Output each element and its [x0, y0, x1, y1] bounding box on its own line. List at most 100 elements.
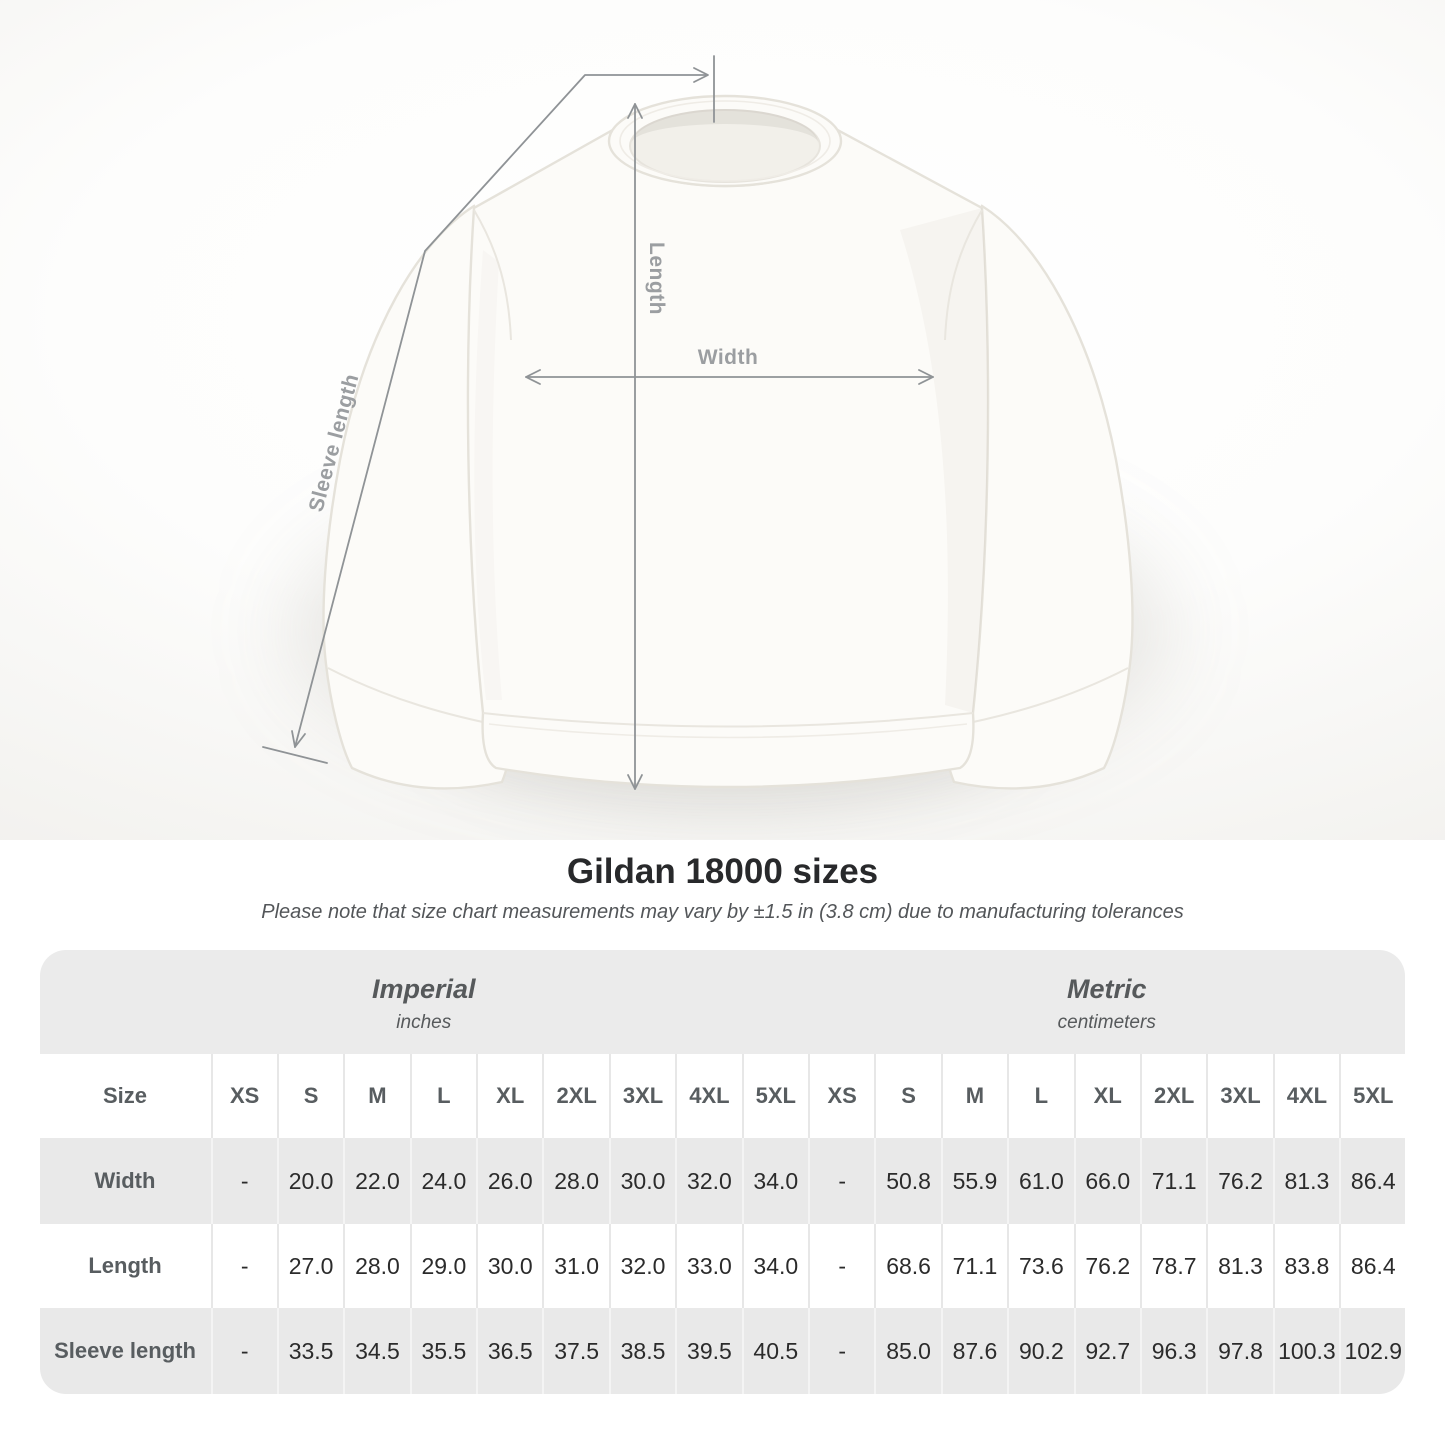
size-col-header: 5XL	[1339, 1054, 1406, 1139]
size-col-header: S	[276, 1054, 344, 1139]
size-value-cell: 38.5	[608, 1308, 676, 1395]
size-value-cell: 27.0	[276, 1224, 344, 1309]
size-value-cell: 97.8	[1206, 1308, 1273, 1395]
size-value-cell: -	[807, 1138, 875, 1225]
imperial-unit: inches	[396, 1012, 452, 1034]
sleeve-length-arrow-cuff	[291, 730, 306, 748]
size-table: Imperial inches Metric centimeters Size …	[39, 950, 1406, 1395]
page-title: Gildan 18000 sizes	[566, 852, 879, 891]
size-value-cell: 102.9	[1339, 1308, 1406, 1395]
size-value-cell: 34.0	[741, 1138, 808, 1225]
hem-seam	[482, 712, 974, 728]
cuff-end-tick	[262, 746, 328, 764]
imperial-group-header: Imperial inches	[39, 950, 808, 1055]
size-value-cell: 86.4	[1339, 1224, 1406, 1309]
right-armhole-seam	[944, 209, 983, 341]
size-value-cell: 28.0	[343, 1224, 410, 1309]
row-label-width: Width	[39, 1138, 211, 1225]
size-col-header: 2XL	[1139, 1054, 1207, 1139]
size-value-cell: 87.6	[940, 1308, 1008, 1395]
length-arrow-top	[627, 103, 643, 119]
size-col-header: 3XL	[608, 1054, 676, 1139]
size-col-header: M	[940, 1054, 1008, 1139]
size-col-header: 5XL	[741, 1054, 808, 1139]
size-value-cell: 35.5	[409, 1308, 477, 1395]
size-value-cell: 20.0	[276, 1138, 344, 1225]
width-arrow-left	[525, 369, 541, 385]
size-col-header: L	[409, 1054, 477, 1139]
row-label-length: Length	[39, 1224, 211, 1309]
width-label: Width	[698, 346, 759, 369]
size-value-cell: 61.0	[1007, 1138, 1074, 1225]
size-value-cell: 30.0	[476, 1224, 543, 1309]
size-value-cell: 39.5	[675, 1308, 742, 1395]
size-value-cell: 86.4	[1339, 1138, 1406, 1225]
neck-inner-shadow	[632, 109, 818, 143]
size-col-header: 3XL	[1206, 1054, 1273, 1139]
product-measurement-diagram: Length Width Sleeve length	[0, 0, 1445, 840]
hem-topstitch	[488, 723, 968, 739]
size-value-cell: 96.3	[1139, 1308, 1207, 1395]
size-value-cell: 34.5	[343, 1308, 410, 1395]
size-value-cell: -	[210, 1138, 277, 1225]
size-col-header: XS	[807, 1054, 875, 1139]
imperial-label: Imperial	[371, 974, 476, 1005]
size-value-cell: 24.0	[409, 1138, 477, 1225]
size-value-cell: 30.0	[608, 1138, 676, 1225]
sweatshirt-diagram-svg: Length Width Sleeve length	[262, 55, 1134, 790]
size-value-cell: -	[807, 1308, 875, 1395]
size-col-header: XS	[210, 1054, 277, 1139]
size-value-cell: 28.0	[542, 1138, 609, 1225]
measurement-marks	[262, 55, 934, 790]
size-col-header: XL	[476, 1054, 543, 1139]
size-value-cell: 90.2	[1007, 1308, 1074, 1395]
size-value-cell: 71.1	[940, 1224, 1008, 1309]
size-col-header: 4XL	[675, 1054, 742, 1139]
sleeve-length-line	[294, 74, 707, 748]
size-value-cell: 81.3	[1272, 1138, 1340, 1225]
size-value-cell: 76.2	[1206, 1138, 1273, 1225]
size-value-cell: 26.0	[476, 1138, 543, 1225]
size-col-header: S	[874, 1054, 941, 1139]
size-value-cell: 40.5	[741, 1308, 808, 1395]
metric-group-header: Metric centimeters	[807, 950, 1406, 1055]
size-value-cell: 73.6	[1007, 1224, 1074, 1309]
size-value-cell: 76.2	[1073, 1224, 1140, 1309]
size-value-cell: 50.8	[874, 1138, 941, 1225]
size-col-header: XL	[1073, 1054, 1140, 1139]
size-value-cell: 22.0	[343, 1138, 410, 1225]
size-col-header: M	[343, 1054, 410, 1139]
size-value-cell: 32.0	[675, 1138, 742, 1225]
sweatshirt	[322, 94, 1134, 790]
size-value-cell: 85.0	[874, 1308, 941, 1395]
size-value-cell: 33.5	[276, 1308, 344, 1395]
size-value-cell: 37.5	[542, 1308, 609, 1395]
size-col-header: 4XL	[1272, 1054, 1340, 1139]
size-col-header: L	[1007, 1054, 1074, 1139]
size-value-cell: 32.0	[608, 1224, 676, 1309]
size-col-header: 2XL	[542, 1054, 609, 1139]
size-value-cell: 66.0	[1073, 1138, 1140, 1225]
size-value-cell: 83.8	[1272, 1224, 1340, 1309]
size-value-cell: -	[210, 1308, 277, 1395]
size-value-cell: 81.3	[1206, 1224, 1273, 1309]
metric-unit: centimeters	[1057, 1012, 1156, 1034]
tolerance-note: Please note that size chart measurements…	[261, 901, 1184, 924]
left-armhole-seam	[473, 209, 512, 341]
body-shade-left	[474, 250, 502, 700]
body-shade-right	[900, 208, 989, 713]
size-value-cell: 100.3	[1272, 1308, 1340, 1395]
size-value-cell: 34.0	[741, 1224, 808, 1309]
size-value-cell: -	[210, 1224, 277, 1309]
size-value-cell: 31.0	[542, 1224, 609, 1309]
metric-label: Metric	[1066, 974, 1147, 1005]
size-value-cell: 68.6	[874, 1224, 941, 1309]
size-value-cell: 55.9	[940, 1138, 1008, 1225]
length-arrow-bottom	[627, 774, 643, 790]
row-label-sleeve-length: Sleeve length	[39, 1308, 211, 1395]
size-value-cell: 71.1	[1139, 1138, 1207, 1225]
size-value-cell: -	[807, 1224, 875, 1309]
size-column-title: Size	[39, 1054, 211, 1139]
size-value-cell: 29.0	[409, 1224, 477, 1309]
size-value-cell: 78.7	[1139, 1224, 1207, 1309]
